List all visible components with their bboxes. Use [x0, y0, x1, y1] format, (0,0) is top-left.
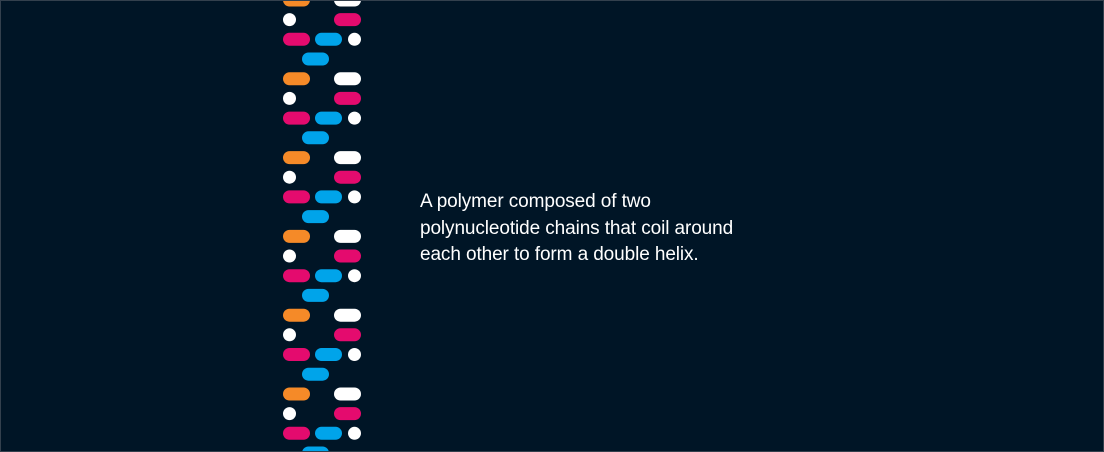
magenta-base-pill [283, 32, 310, 46]
white-base-pill [334, 229, 361, 243]
white-base-dot [348, 348, 361, 361]
blue-base-pill [315, 111, 342, 125]
white-base-pill [334, 308, 361, 322]
blue-base-pill [315, 32, 342, 46]
magenta-base-pill [334, 13, 361, 27]
blue-base-pill [315, 269, 342, 283]
magenta-base-pill [334, 249, 361, 263]
blue-base-pill [302, 446, 329, 451]
white-base-dot [348, 269, 361, 283]
white-base-dot [348, 32, 361, 46]
magenta-base-pill [334, 91, 361, 105]
magenta-base-pill [334, 170, 361, 184]
blue-base-pill [315, 426, 342, 440]
blue-base-pill [302, 131, 329, 145]
white-base-pill [334, 1, 361, 7]
magenta-base-pill [283, 190, 310, 204]
orange-base-pill [283, 387, 310, 401]
white-base-pill [334, 151, 361, 165]
white-base-dot [348, 426, 361, 440]
white-base-pill [334, 72, 361, 86]
blue-base-pill [302, 288, 329, 302]
blue-base-pill [315, 190, 342, 204]
white-base-dot [283, 328, 296, 342]
magenta-base-pill [334, 328, 361, 342]
orange-base-pill [283, 72, 310, 86]
blue-base-pill [302, 367, 329, 381]
white-base-dot [283, 249, 296, 263]
magenta-base-pill [334, 407, 361, 421]
white-base-dot [283, 91, 296, 105]
magenta-base-pill [283, 348, 310, 361]
magenta-base-pill [283, 426, 310, 440]
orange-base-pill [283, 229, 310, 243]
blue-base-pill [302, 52, 329, 66]
white-base-dot [348, 111, 361, 125]
magenta-base-pill [283, 269, 310, 283]
description-text: A polymer composed of two polynucleotide… [420, 191, 734, 265]
blue-base-pill [315, 348, 342, 361]
white-base-dot [283, 170, 296, 184]
magenta-base-pill [283, 111, 310, 125]
orange-base-pill [283, 1, 310, 7]
white-base-dot [283, 13, 296, 27]
white-base-pill [334, 387, 361, 401]
orange-base-pill [283, 308, 310, 322]
white-base-dot [283, 407, 296, 421]
orange-base-pill [283, 151, 310, 165]
white-base-dot [348, 190, 361, 204]
blue-base-pill [302, 210, 329, 224]
